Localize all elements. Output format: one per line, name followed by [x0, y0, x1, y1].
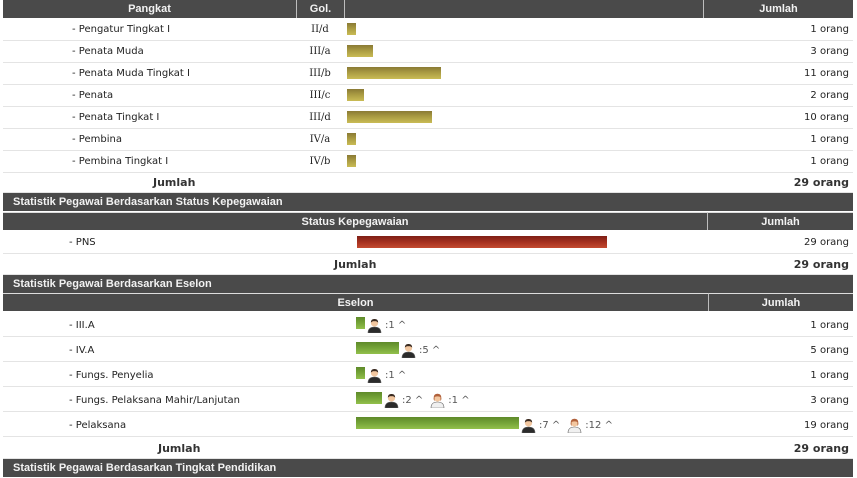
golongan: III/c — [309, 90, 331, 101]
jumlah-value: 1 orang — [810, 370, 849, 381]
table-row: - Pembina Tingkat I IV/b 1 orang — [3, 151, 853, 173]
eselon-label: - IV.A — [69, 345, 95, 356]
jumlah-value: 1 orang — [810, 134, 849, 145]
pangkat-label: - Pembina — [72, 134, 122, 145]
total-value: 29 orang — [793, 176, 849, 189]
gender-count[interactable]: :7 ^ — [539, 419, 561, 431]
total-label: Jumlah — [158, 442, 201, 455]
golongan: II/d — [311, 24, 329, 35]
count-bar — [356, 317, 365, 329]
section-title-status: Statistik Pegawai Berdasarkan Status Kep… — [3, 193, 853, 211]
jumlah-value: 11 orang — [804, 68, 849, 79]
gender-breakdown: :2 ^ :1 ^ — [384, 392, 474, 409]
table-row: - Pelaksana :7 ^ :12 ^ 19 orang — [3, 412, 853, 437]
header-jumlah: Jumlah — [703, 0, 853, 18]
eselon-label: - Pelaksana — [69, 420, 127, 431]
count-bar — [347, 111, 432, 123]
count-bar — [347, 133, 356, 145]
header-pangkat: Pangkat — [3, 0, 296, 18]
header-eselon: Eselon — [3, 293, 708, 311]
count-bar — [347, 67, 441, 79]
eselon-total-row: Jumlah 29 orang — [3, 438, 853, 459]
pangkat-label: - Penata Muda — [72, 46, 144, 57]
total-label: Jumlah — [153, 176, 196, 189]
status-total-row: Jumlah 29 orang — [3, 254, 853, 275]
jumlah-value: 2 orang — [810, 90, 849, 101]
gender-breakdown: :7 ^ :12 ^ — [521, 417, 617, 434]
header-jumlah: Jumlah — [707, 212, 853, 230]
table-row: - Fungs. Pelaksana Mahir/Lanjutan :2 ^ :1 … — [3, 387, 853, 412]
female-person-icon — [567, 417, 582, 434]
pangkat-label: - Penata Muda Tingkat I — [72, 68, 190, 79]
jumlah-value: 29 orang — [804, 237, 849, 248]
jumlah-value: 19 orang — [804, 420, 849, 431]
total-value: 29 orang — [793, 442, 849, 455]
male-person-icon — [521, 417, 536, 434]
count-bar — [347, 89, 364, 101]
jumlah-value: 1 orang — [810, 24, 849, 35]
table-row: - PNS 29 orang — [3, 231, 853, 254]
golongan: IV/b — [309, 156, 331, 167]
table-row: - III.A :1 ^ 1 orang — [3, 312, 853, 337]
male-person-icon — [367, 317, 382, 334]
count-bar — [356, 417, 519, 429]
pangkat-label: - Pengatur Tingkat I — [72, 24, 171, 35]
jumlah-value: 10 orang — [804, 112, 849, 123]
pangkat-label: - Penata Tingkat I — [72, 112, 160, 123]
table-row: - IV.A :5 ^ 5 orang — [3, 337, 853, 362]
header-jumlah: Jumlah — [708, 293, 853, 311]
gender-count[interactable]: :1 ^ — [385, 319, 407, 331]
pangkat-label: - Pembina Tingkat I — [72, 156, 169, 167]
pangkat-label: - Penata — [72, 90, 114, 101]
golongan: IV/a — [309, 134, 331, 145]
jumlah-value: 1 orang — [810, 156, 849, 167]
count-bar — [356, 342, 399, 354]
jumlah-value: 3 orang — [810, 46, 849, 57]
female-person-icon — [430, 392, 445, 409]
gender-breakdown: :1 ^ — [367, 317, 410, 334]
table-row: - Pembina IV/a 1 orang — [3, 129, 853, 151]
table-row: - Pengatur Tingkat I II/d 1 orang — [3, 19, 853, 41]
section-title-eselon: Statistik Pegawai Berdasarkan Eselon — [3, 275, 853, 293]
eselon-label: - Fungs. Penyelia — [69, 370, 154, 381]
jumlah-value: 5 orang — [810, 345, 849, 356]
total-value: 29 orang — [793, 258, 849, 271]
male-person-icon — [367, 367, 382, 384]
gender-count[interactable]: :5 ^ — [419, 344, 441, 356]
gender-count[interactable]: :1 ^ — [448, 394, 470, 406]
table-row: - Penata Tingkat I III/d 10 orang — [3, 107, 853, 129]
status-label: - PNS — [69, 237, 96, 248]
count-bar — [356, 392, 382, 404]
header-gol: Gol. — [296, 0, 344, 18]
table-row: - Fungs. Penyelia :1 ^ 1 orang — [3, 362, 853, 387]
table-row: - Penata Muda Tingkat I III/b 11 orang — [3, 63, 853, 85]
eselon-label: - III.A — [69, 320, 95, 331]
gender-breakdown: :5 ^ — [401, 342, 444, 359]
pangkat-total-row: Jumlah 29 orang — [3, 172, 853, 193]
eselon-label: - Fungs. Pelaksana Mahir/Lanjutan — [69, 395, 240, 406]
count-bar — [347, 155, 356, 167]
header-status: Status Kepegawaian — [3, 212, 707, 230]
header-bar — [344, 0, 703, 18]
gender-breakdown: :1 ^ — [367, 367, 410, 384]
section-title-pendidikan: Statistik Pegawai Berdasarkan Tingkat Pe… — [3, 459, 853, 477]
jumlah-value: 1 orang — [810, 320, 849, 331]
golongan: III/d — [309, 112, 331, 123]
gender-count[interactable]: :2 ^ — [402, 394, 424, 406]
male-person-icon — [401, 342, 416, 359]
male-person-icon — [384, 392, 399, 409]
gender-count[interactable]: :1 ^ — [385, 369, 407, 381]
count-bar — [357, 236, 607, 248]
count-bar — [347, 23, 356, 35]
table-row: - Penata III/c 2 orang — [3, 85, 853, 107]
count-bar — [347, 45, 373, 57]
golongan: III/a — [309, 46, 331, 57]
count-bar — [356, 367, 365, 379]
table-row: - Penata Muda III/a 3 orang — [3, 41, 853, 63]
jumlah-value: 3 orang — [810, 395, 849, 406]
gender-count[interactable]: :12 ^ — [585, 419, 613, 431]
total-label: Jumlah — [334, 258, 377, 271]
golongan: III/b — [309, 68, 331, 79]
